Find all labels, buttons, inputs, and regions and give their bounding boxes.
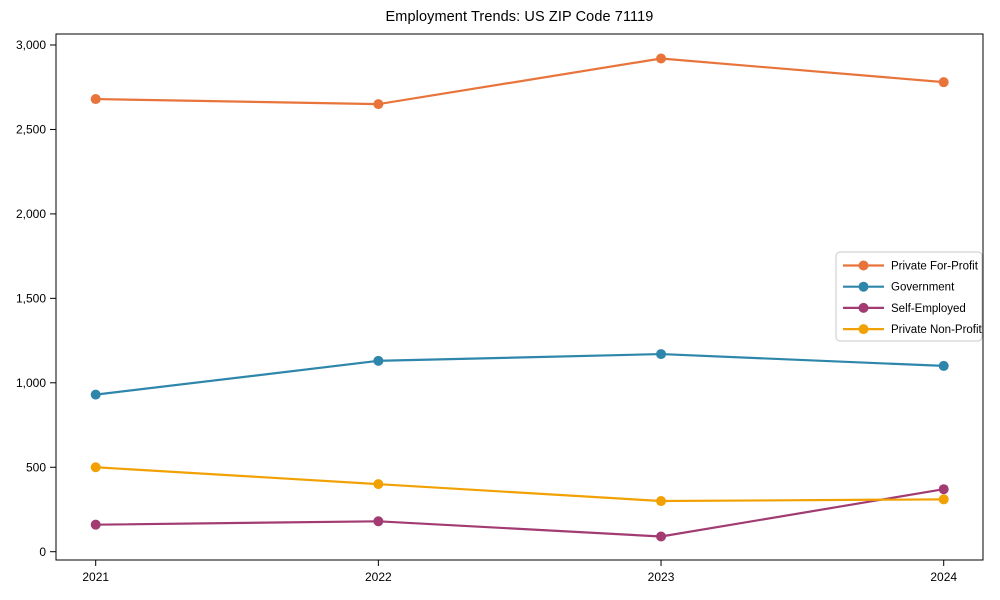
data-point <box>938 360 949 371</box>
data-point <box>90 94 101 105</box>
series-private-for-profit <box>90 53 949 110</box>
y-tick-label: 500 <box>26 460 46 474</box>
x-tick-label: 2022 <box>365 570 392 584</box>
legend-marker <box>858 281 869 292</box>
legend-marker <box>858 324 869 335</box>
series-government <box>90 349 949 400</box>
data-point <box>373 479 384 490</box>
legend-item-private-non-profit: Private Non-Profit <box>843 324 983 336</box>
data-point <box>373 99 384 110</box>
data-point <box>938 484 949 495</box>
legend-box <box>835 251 983 342</box>
legend-label: Private For-Profit <box>891 261 979 273</box>
data-point <box>90 389 101 400</box>
x-tick-label: 2021 <box>82 570 109 584</box>
data-point <box>938 494 949 505</box>
data-point <box>373 516 384 527</box>
data-point <box>90 519 101 530</box>
series-private-non-profit <box>90 462 949 507</box>
y-tick-label: 2,000 <box>16 207 46 221</box>
series-line <box>95 352 944 396</box>
legend-label: Self-Employed <box>891 303 966 315</box>
data-point <box>938 77 949 88</box>
data-point <box>656 531 667 542</box>
x-tick-label: 2024 <box>930 570 957 584</box>
legend-item-government: Government <box>843 281 955 294</box>
legend-item-self-employed: Self-Employed <box>843 302 966 315</box>
series-line <box>95 488 944 538</box>
legend-marker <box>858 302 869 313</box>
legend: Private For-Profit Government Self-Employe… <box>835 251 983 342</box>
plot-frame <box>55 33 984 561</box>
data-point <box>90 462 101 473</box>
data-point <box>656 53 667 64</box>
y-tick-label: 3,000 <box>16 38 46 52</box>
legend-label: Government <box>891 282 955 294</box>
series-line <box>95 57 944 106</box>
data-point <box>656 496 667 507</box>
data-point <box>373 355 384 366</box>
series-line <box>95 466 944 503</box>
y-tick-label: 0 <box>39 545 46 559</box>
x-tick-label: 2023 <box>648 570 675 584</box>
y-tick-label: 1,000 <box>16 376 46 390</box>
series-self-employed <box>90 484 949 542</box>
legend-item-private-for-profit: Private For-Profit <box>843 260 979 273</box>
legend-marker <box>858 260 869 271</box>
y-tick-label: 2,500 <box>16 123 46 137</box>
y-tick-label: 1,500 <box>16 292 46 306</box>
data-point <box>656 349 667 360</box>
chart-title: Employment Trends: US ZIP Code 71119 <box>385 9 654 25</box>
legend-label: Private Non-Profit <box>891 324 983 336</box>
